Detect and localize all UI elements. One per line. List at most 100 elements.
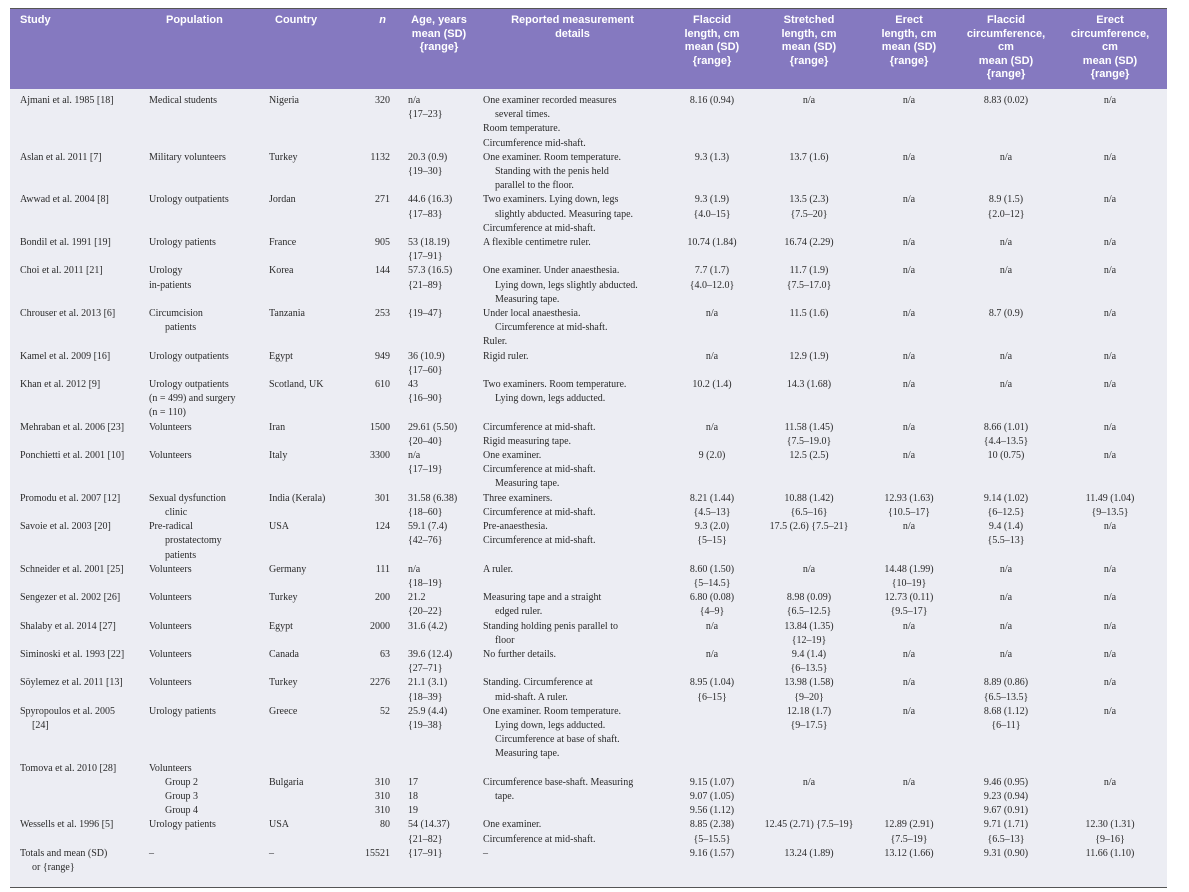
cell-line: Turkey xyxy=(269,592,298,604)
header-line: circumference, xyxy=(1070,27,1150,40)
cell-flaccid-circumference: n/a xyxy=(959,236,1053,264)
cell-details: Two examiners. Room temperature. Lying do… xyxy=(480,378,665,421)
cell-line: 12.9 (1.9) xyxy=(789,350,829,362)
cell-line: {4–9} xyxy=(699,606,725,618)
cell-line: {17–19} xyxy=(408,464,443,476)
header-line: {range} xyxy=(789,54,829,67)
cell-population: Volunteers xyxy=(146,449,266,492)
cell-line: n/a xyxy=(1103,620,1117,632)
cell-line: Söylemez et al. 2011 [13] xyxy=(20,677,123,689)
cell-line: {4.0–15} xyxy=(693,208,731,220)
cell-line: 310 xyxy=(375,805,390,817)
cell-study: Tomova et al. 2010 [28] xyxy=(10,762,146,819)
header-line: details xyxy=(555,27,590,40)
cell-n: 2276 xyxy=(358,676,398,704)
cell-stretched-length: n/a xyxy=(759,89,859,151)
cell-line: 9.23 (0.94) xyxy=(983,790,1029,802)
cell-erect-circumference: n/a xyxy=(1053,89,1167,151)
cell-line: n/a xyxy=(1103,521,1117,533)
table-row: Choi et al. 2011 [21] Urology in-patients K… xyxy=(10,264,1167,307)
cell-country: Turkey xyxy=(266,151,358,194)
cell-line: One examiner. Room temperature. xyxy=(483,151,622,163)
cell-line: 111 xyxy=(375,563,390,575)
table-row: Chrouser et al. 2013 [6] Circumcision pati… xyxy=(10,307,1167,350)
cell-line: Canada xyxy=(269,648,299,660)
cell-flaccid-circumference: 8.9 (1.5) {2.0–12} xyxy=(959,193,1053,236)
cell-line: n/a xyxy=(902,265,916,277)
cell-flaccid-length: 9.3 (1.9) {4.0–15} xyxy=(665,193,759,236)
cell-stretched-length: 12.18 (1.7) {9–17.5} xyxy=(759,705,859,762)
table-row: Ajmani et al. 1985 [18] Medical students N… xyxy=(10,89,1167,151)
cell-line: Standing with the penis held xyxy=(495,166,609,178)
cell-study: Ponchietti et al. 2001 [10] xyxy=(10,449,146,492)
cell-flaccid-length: 9.16 (1.57) xyxy=(665,847,759,875)
cell-line: 8.16 (0.94) xyxy=(689,95,735,106)
table-row: Schneider et al. 2001 [25] Volunteers Germ… xyxy=(10,563,1167,591)
cell-country: Canada xyxy=(266,648,358,676)
cell-line: n/a xyxy=(999,379,1013,391)
cell-erect-circumference: n/a xyxy=(1053,193,1167,236)
cell-line: 905 xyxy=(375,237,390,249)
cell-population: Volunteers xyxy=(146,676,266,704)
cell-line: n/a xyxy=(902,776,916,788)
cell-n: 15521 xyxy=(358,847,398,875)
cell-line: n/a xyxy=(1103,776,1117,788)
cell-stretched-length: 12.45 (2.71) {7.5–19} xyxy=(759,818,859,846)
cell-line: Aslan et al. 2011 [7] xyxy=(20,151,102,163)
cell-country: Greece xyxy=(266,705,358,762)
cell-line: 9.3 (1.3) xyxy=(694,151,730,163)
cell-flaccid-length: n/a xyxy=(665,421,759,449)
cell-line: Volunteers xyxy=(149,762,192,774)
cell-line: 12.89 (2.91) xyxy=(884,819,934,831)
cell-line: 8.98 (0.09) xyxy=(786,592,832,604)
cell-n: 52 xyxy=(358,705,398,762)
cell-age: 54 (14.37) {21–82} xyxy=(398,818,480,846)
cell-line: Circumference base-shaft. Measuring xyxy=(483,776,634,788)
cell-line: Ruler. xyxy=(483,336,508,348)
header-measurement-details: Reported measurement details xyxy=(480,9,665,89)
cell-line: Rigid measuring tape. xyxy=(483,435,572,447)
cell-details: Under local anaesthesia. Circumference at… xyxy=(480,307,665,350)
cell-study: Söylemez et al. 2011 [13] xyxy=(10,676,146,704)
table-row: Ponchietti et al. 2001 [10] Volunteers Ita… xyxy=(10,449,1167,492)
cell-line: Pre-anaesthesia. xyxy=(483,521,548,533)
cell-flaccid-circumference: 9.14 (1.02) {6–12.5} xyxy=(959,492,1053,520)
table-row: Sengezer et al. 2002 [26] Volunteers Turke… xyxy=(10,591,1167,619)
table-header: Study Population Country n Age, years mea… xyxy=(10,9,1167,89)
cell-line: n/a xyxy=(999,237,1013,249)
cell-line: n/a xyxy=(902,350,916,362)
header-line: cm xyxy=(1102,41,1118,53)
cell-flaccid-circumference: 9.31 (0.90) xyxy=(959,847,1053,875)
cell-line: Promodu et al. 2007 [12] xyxy=(20,492,121,504)
cell-line: Italy xyxy=(269,450,288,462)
cell-line: 44.6 (16.3) xyxy=(408,194,453,206)
cell-line: (n = 499) and surgery xyxy=(149,393,236,405)
cell-line: n/a xyxy=(902,95,916,106)
cell-line: n/a xyxy=(408,95,421,106)
cell-line: {16–90} xyxy=(408,393,443,405)
cell-line: {19–38} xyxy=(408,719,443,731)
cell-details: No further details. xyxy=(480,648,665,676)
cell-line: Urology xyxy=(149,265,183,277)
cell-country: Egypt xyxy=(266,350,358,378)
cell-line: 8.66 (1.01) xyxy=(983,421,1029,433)
header-line: Erect xyxy=(1096,14,1124,26)
cell-flaccid-circumference: 9.71 (1.71) {6.5–13} xyxy=(959,818,1053,846)
cell-line: in-patients xyxy=(149,279,192,291)
cell-n: 3300 xyxy=(358,449,398,492)
cell-erect-length: n/a xyxy=(859,421,959,449)
cell-flaccid-length: 8.21 (1.44) {4.5–13} xyxy=(665,492,759,520)
cell-line: n/a xyxy=(705,421,719,433)
cell-line: Rigid ruler. xyxy=(483,350,529,362)
cell-line: patients xyxy=(165,322,197,334)
cell-line: n/a xyxy=(1103,194,1117,206)
cell-n: 949 xyxy=(358,350,398,378)
cell-study: Promodu et al. 2007 [12] xyxy=(10,492,146,520)
cell-line: n/a xyxy=(705,648,719,660)
cell-line: Chrouser et al. 2013 [6] xyxy=(20,308,116,320)
header-line: Study xyxy=(20,14,51,26)
cell-age: n/a {17–23} xyxy=(398,89,480,151)
penis-size-studies-table: Study Population Country n Age, years mea… xyxy=(10,9,1167,875)
header-line: Erect xyxy=(895,14,923,26)
cell-line: 253 xyxy=(375,308,390,320)
